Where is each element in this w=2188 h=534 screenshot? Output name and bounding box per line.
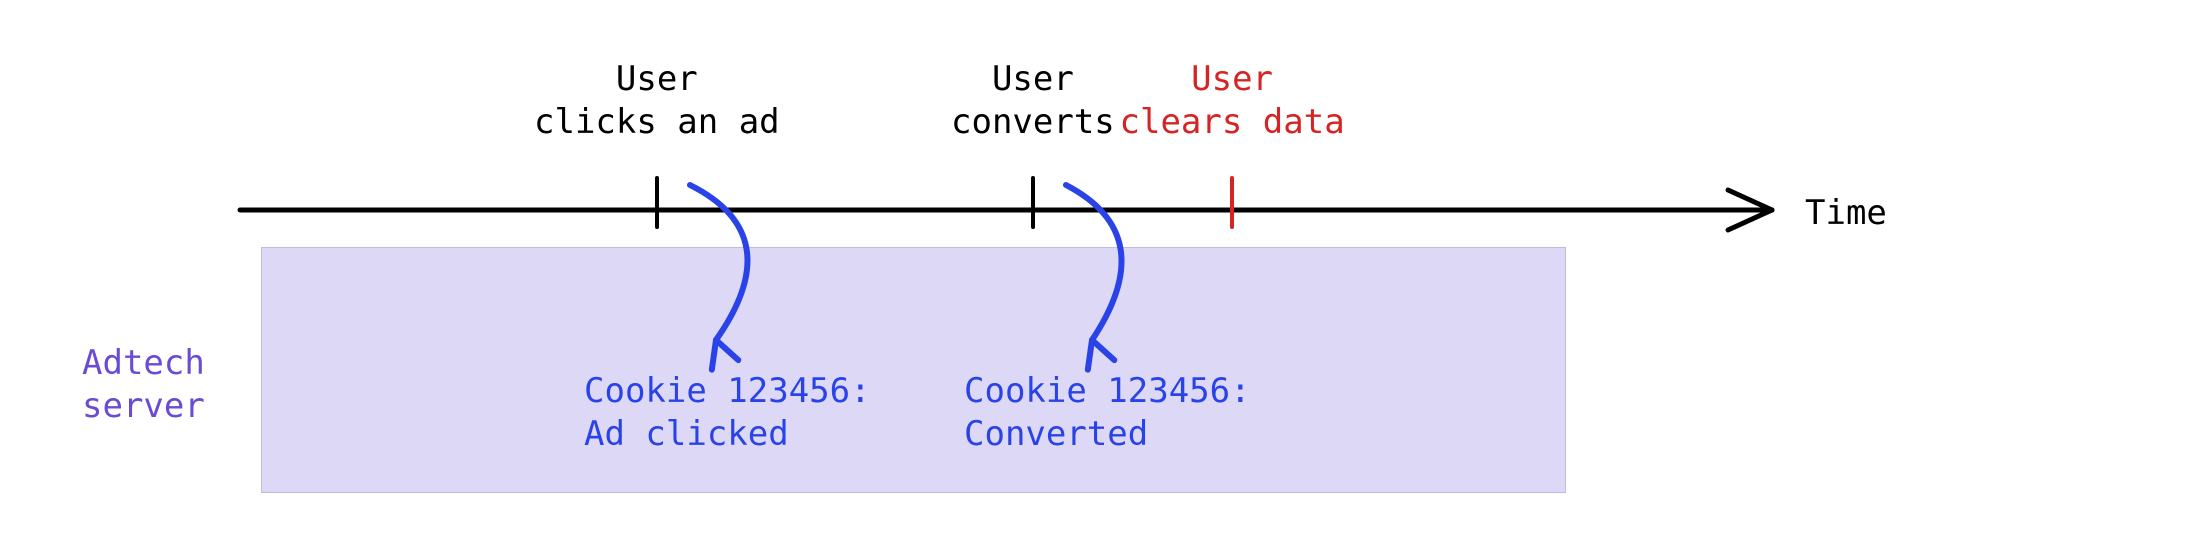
adtech-server-label: Adtech server bbox=[82, 342, 205, 427]
diagram-canvas: Adtech server User clicks an ad User con… bbox=[0, 0, 2188, 534]
server-text-click: Cookie 123456: Ad clicked bbox=[584, 370, 871, 455]
event-label-convert: User converts bbox=[951, 58, 1115, 143]
event-label-clear: User clears data bbox=[1120, 58, 1345, 143]
adtech-server-box bbox=[261, 247, 1566, 493]
axis-label-time: Time bbox=[1805, 192, 1887, 235]
event-label-click: User clicks an ad bbox=[534, 58, 780, 143]
server-text-convert: Cookie 123456: Converted bbox=[964, 370, 1251, 455]
